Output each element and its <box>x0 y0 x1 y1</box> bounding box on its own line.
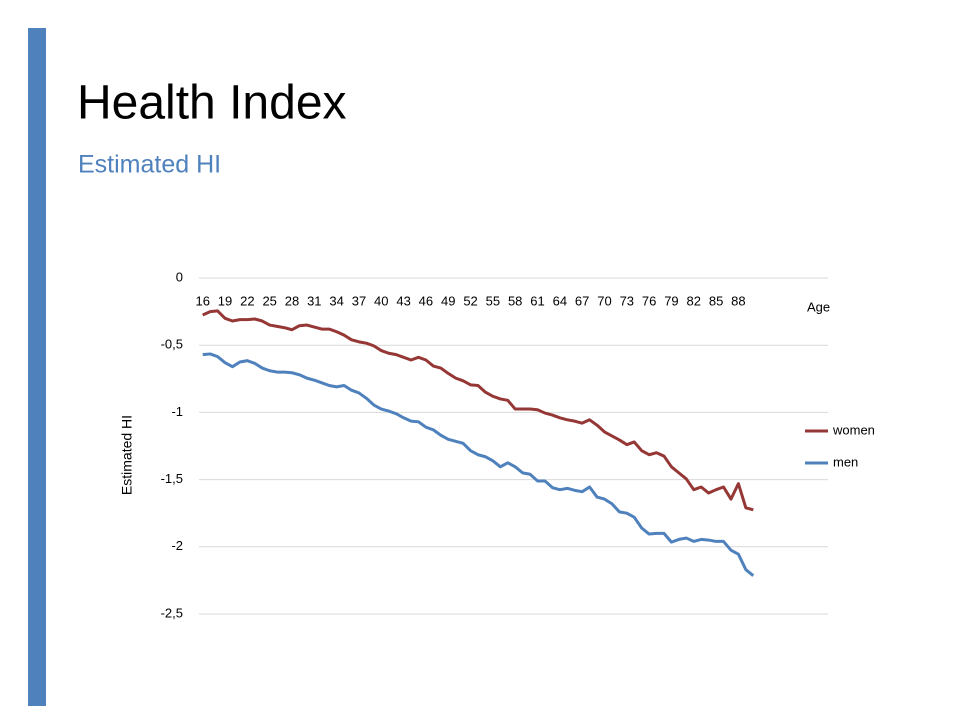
x-tick-label: 88 <box>731 293 745 308</box>
x-tick-label: 28 <box>285 293 299 308</box>
y-tick-label: -1,5 <box>161 471 183 486</box>
line-series <box>202 309 754 512</box>
x-tick-label: 34 <box>329 293 343 308</box>
y-tick-label: -2,5 <box>161 605 183 620</box>
x-tick-label: 76 <box>642 293 656 308</box>
x-tick-label: 79 <box>664 293 678 308</box>
x-tick-label: 70 <box>597 293 611 308</box>
x-tick-label: 37 <box>352 293 366 308</box>
x-tick-label: 58 <box>508 293 522 308</box>
x-tick-label: 61 <box>530 293 544 308</box>
y-tick-label: -0,5 <box>161 337 183 352</box>
x-tick-label: 31 <box>307 293 321 308</box>
y-tick-label: 0 <box>176 269 183 284</box>
legend-label: men <box>833 454 858 469</box>
x-tick-label: 49 <box>441 293 455 308</box>
x-tick-label: 22 <box>240 293 254 308</box>
x-axis-title: Age <box>807 299 830 314</box>
y-tick-label: -1 <box>171 404 183 419</box>
x-tick-label: 55 <box>486 293 500 308</box>
slide-title: Health Index <box>77 77 347 130</box>
x-tick-label: 52 <box>463 293 477 308</box>
x-tick-label: 73 <box>620 293 634 308</box>
x-tick-label: 43 <box>396 293 410 308</box>
y-axis-title: Estimated HI <box>119 415 135 495</box>
line-series <box>202 352 755 577</box>
x-tick-label: 25 <box>262 293 276 308</box>
accent-bar <box>28 28 46 706</box>
x-tick-label: 85 <box>709 293 723 308</box>
x-tick-label: 16 <box>195 293 209 308</box>
legend-label: women <box>832 422 875 437</box>
x-tick-label: 67 <box>575 293 589 308</box>
y-tick-label: -2 <box>171 538 183 553</box>
x-tick-label: 82 <box>687 293 701 308</box>
x-tick-label: 40 <box>374 293 388 308</box>
x-tick-label: 64 <box>553 293 567 308</box>
x-tick-label: 19 <box>218 293 232 308</box>
x-tick-label: 46 <box>419 293 433 308</box>
slide-subtitle: Estimated HI <box>78 151 221 179</box>
